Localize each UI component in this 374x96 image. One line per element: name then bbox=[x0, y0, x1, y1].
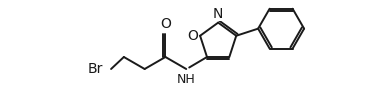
Text: O: O bbox=[160, 17, 171, 31]
Text: NH: NH bbox=[177, 73, 196, 86]
Text: Br: Br bbox=[88, 62, 103, 76]
Text: N: N bbox=[213, 7, 223, 21]
Text: O: O bbox=[187, 29, 198, 43]
